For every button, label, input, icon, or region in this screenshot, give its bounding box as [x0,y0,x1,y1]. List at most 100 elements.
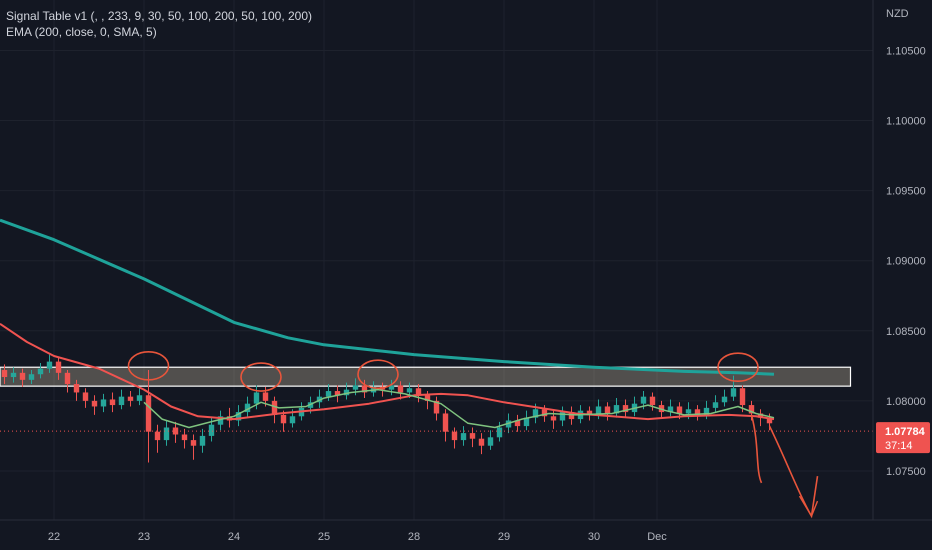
candle-body [640,396,647,404]
legend-signal-table[interactable]: Signal Table v1 (, , 233, 9, 30, 50, 100… [6,9,312,23]
candle-body [712,402,719,408]
candle-body [289,416,296,424]
candle-body [10,372,17,378]
candle-body [118,396,125,406]
candle-body [685,409,692,414]
candle-body [154,431,161,441]
candle-body [514,420,521,427]
annotation-circle [357,359,399,390]
candle-body [280,414,287,424]
candle-body [262,392,269,401]
candle-body [208,424,215,436]
candle-body [145,395,152,432]
candle-body [478,438,485,446]
candle-body [46,361,53,369]
candle-body [676,406,683,414]
annotation-circle [240,362,282,392]
candle-body [415,388,422,396]
ema200-path [0,218,775,376]
time-tick-label: 25 [318,531,330,543]
ema-fast-path [143,388,775,429]
candle-body [586,410,593,415]
candle-body [469,433,476,439]
candle-body [361,385,368,393]
candle-body [91,400,98,407]
time-tick-label: Dec [647,531,667,543]
candle-body [127,396,134,401]
resistance-zone [0,366,852,387]
candle-body [55,361,62,373]
candle-body [388,385,395,390]
time-axis-ticks: 22 23 24 25 28 29 30 Dec [48,531,667,543]
candle-body [190,440,197,446]
candle-body [1,370,8,378]
candle-body [604,406,611,414]
time-tick-label: 29 [498,531,510,543]
time-tick-label: 23 [138,531,150,543]
candle-body [433,400,440,414]
candle-body [271,400,278,415]
candle-body [532,409,539,418]
candle-body [496,427,503,438]
legend-ema[interactable]: EMA (200, close, 0, SMA, 5) [6,25,157,39]
candle-body [442,413,449,432]
candle-body [766,417,773,424]
ema-mid-line [0,322,775,421]
candle-body [730,388,737,397]
ema-fast-line [143,388,775,429]
candle-body [460,433,467,441]
candle-body [253,392,260,404]
candle-body [622,405,629,413]
annotation-circle [717,352,759,383]
current-price-badge-bg [876,422,930,454]
time-tick-label: 28 [408,531,420,543]
ema200-line [0,218,775,376]
price-tick-label: 1.10000 [886,116,926,128]
candle-body [19,372,26,380]
candle-body [136,395,143,401]
price-tick-label: 1.08000 [886,396,926,408]
current-price-badge: 1.07784 37:14 [876,422,930,454]
annotation-arrow-stroke [750,414,763,484]
candle-body [199,435,206,446]
candle-body [343,389,350,396]
candle-body [487,437,494,446]
candle-body [451,431,458,441]
candle-body [559,412,566,421]
candle-body [172,427,179,435]
candle-body [649,396,656,406]
candle-body [235,412,242,421]
candle-body [244,403,251,413]
candle-body [523,417,530,427]
candle-body [739,388,746,406]
candle-body [28,374,35,380]
candle-body [82,392,89,401]
candle-body [694,409,701,417]
resistance-zone-rect [0,366,852,387]
candle-body [181,434,188,441]
time-tick-label: 22 [48,531,60,543]
candle-body [397,385,404,393]
time-tick-label: 30 [588,531,600,543]
candle-body [613,405,620,414]
candle-body [334,391,341,396]
candle-body [37,368,44,375]
candle-body [100,399,107,407]
annotation-circle [127,351,170,381]
time-tick-label: 24 [228,531,240,543]
price-tick-label: 1.09500 [886,186,926,198]
price-tick-label: 1.08500 [886,326,926,338]
annotations [127,351,819,519]
indicator-legend: Signal Table v1 (, , 233, 9, 30, 50, 100… [6,8,312,40]
candle-body [667,406,674,413]
currency-label: NZD [886,8,909,20]
time-axis-panel[interactable] [0,520,932,550]
candle-body [703,407,710,417]
price-axis-ticks: 1.10500 1.10000 1.09500 1.09000 1.08500 1.080… [886,45,926,477]
candle-body [64,372,71,385]
annotation-arrowhead [798,495,819,518]
candle-body [109,399,116,406]
candle-body [748,405,755,414]
